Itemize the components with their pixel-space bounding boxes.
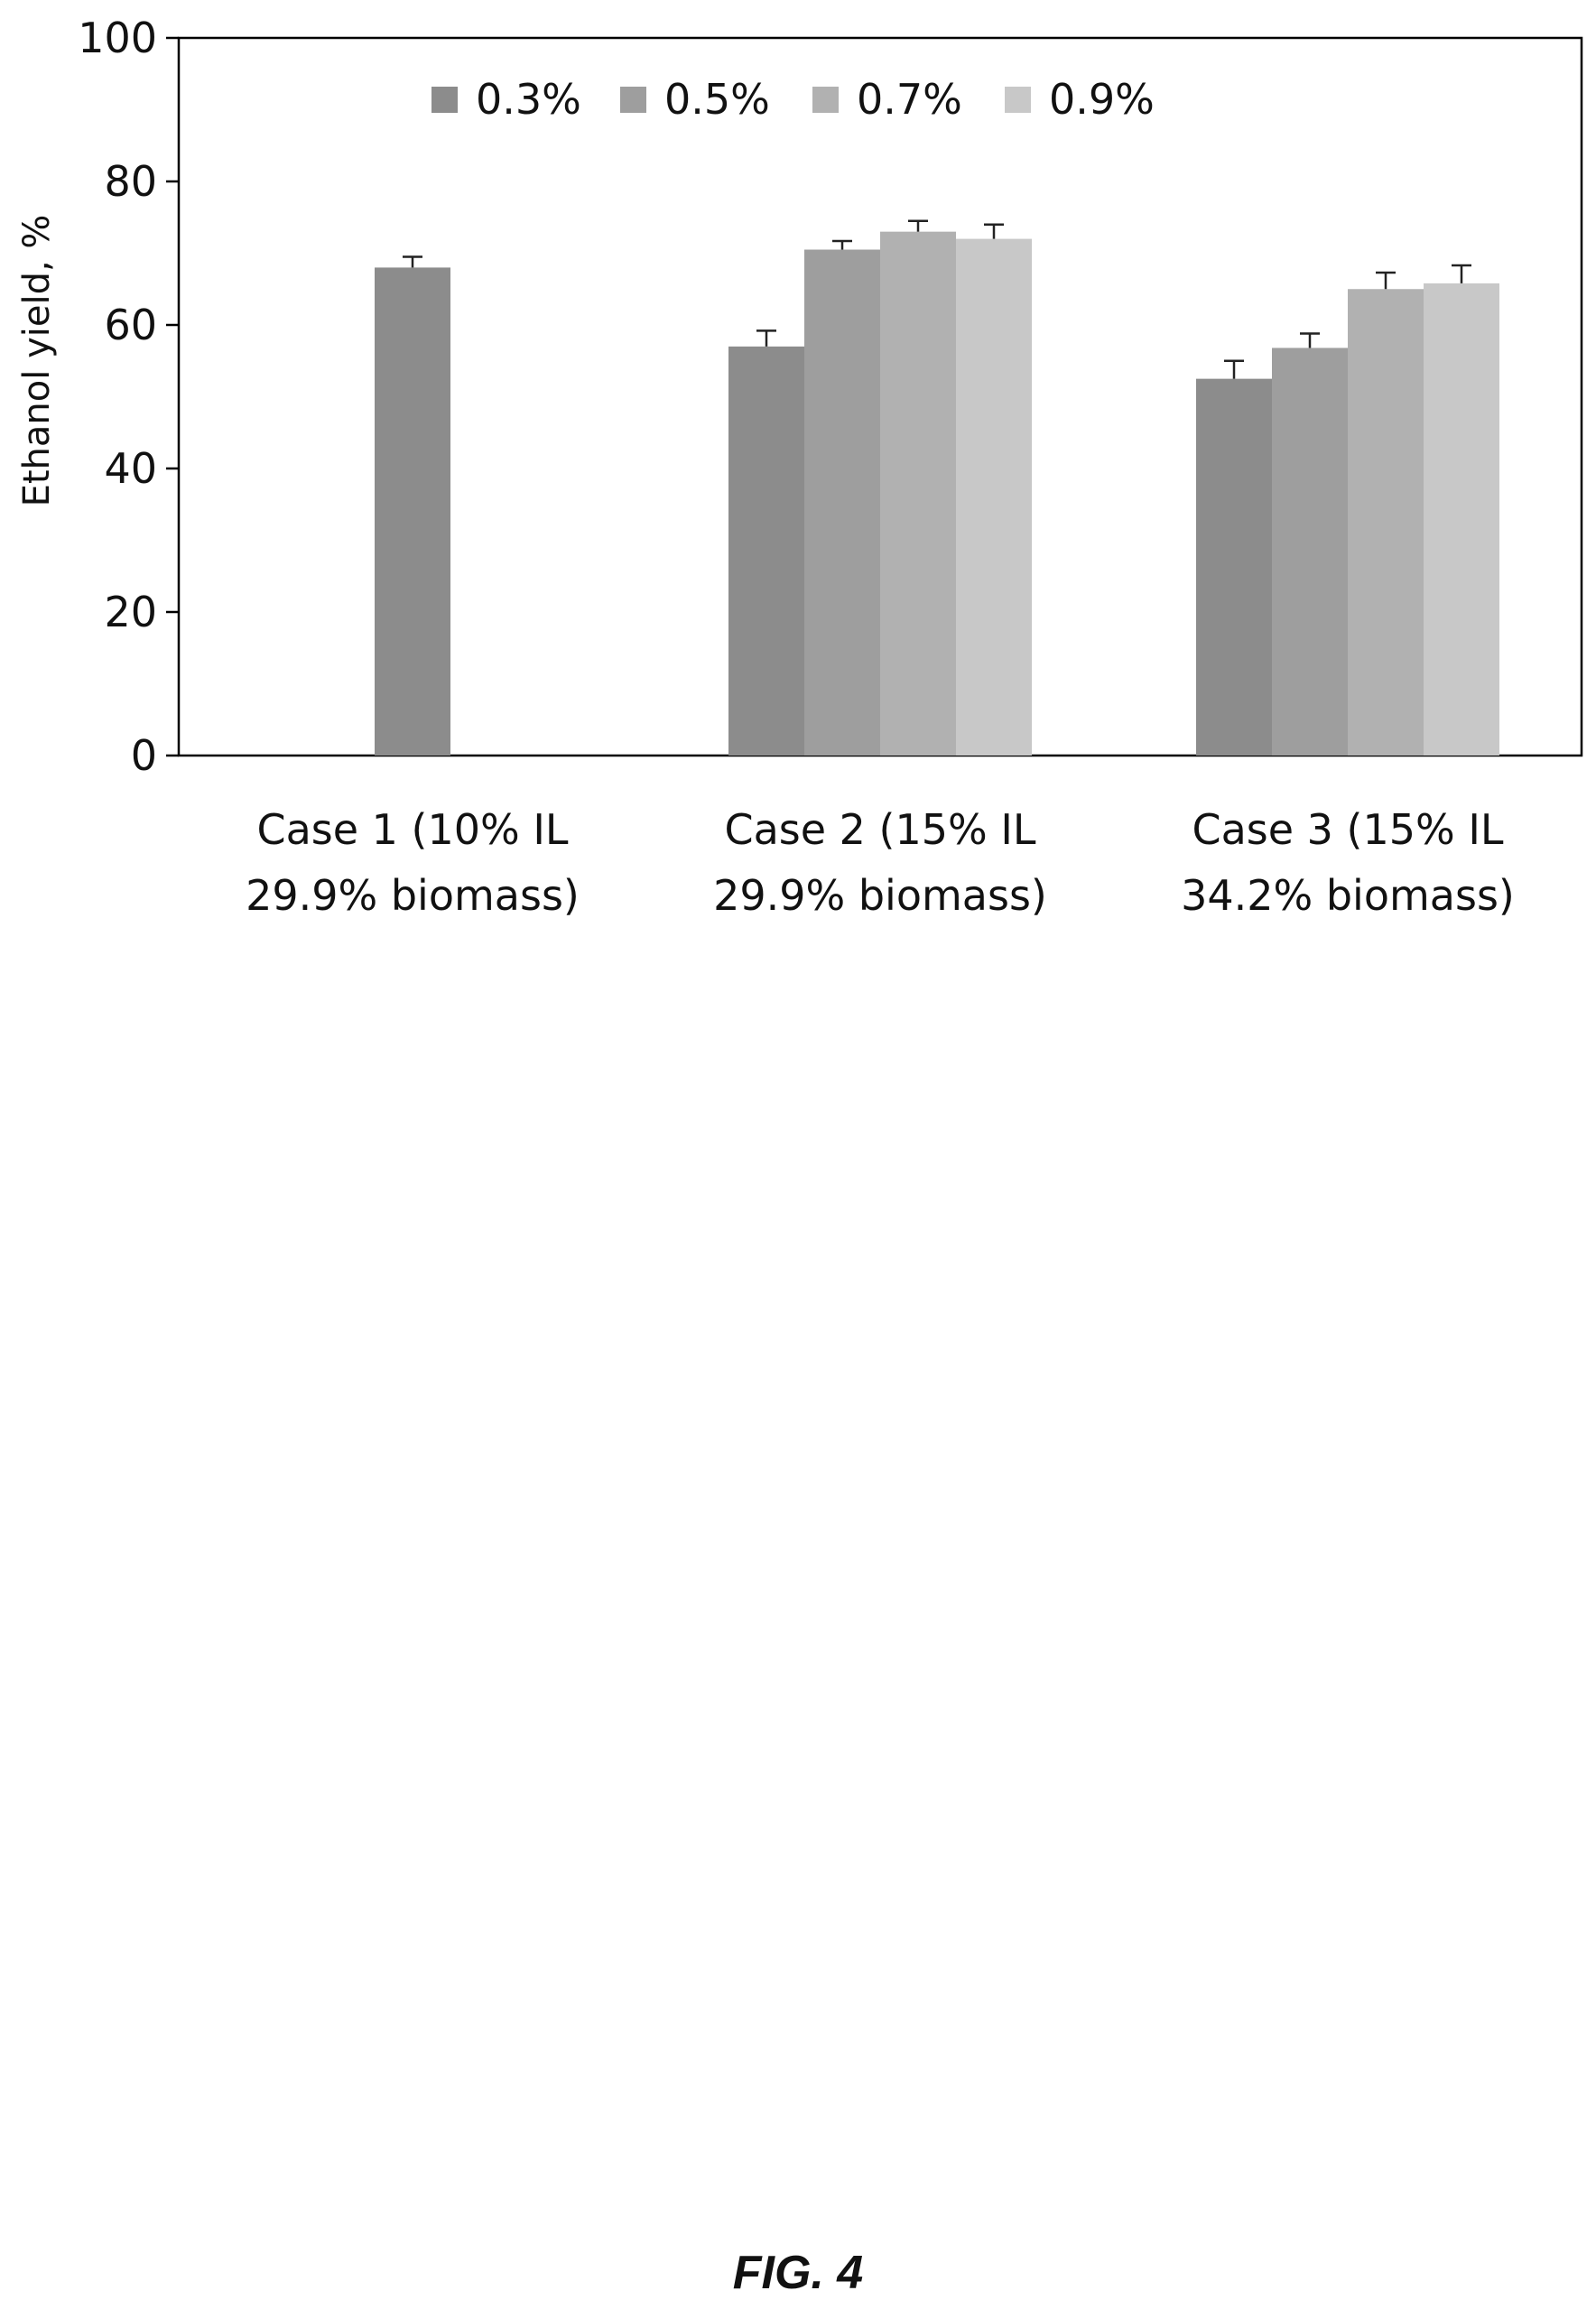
y-tick-label: 80: [104, 157, 157, 206]
x-category-label: 29.9% biomass): [713, 871, 1047, 920]
legend-label-0.7%: 0.7%: [857, 75, 962, 124]
x-category-label: Case 1 (10% IL: [256, 805, 568, 854]
legend-swatch-0.9%: [1005, 87, 1031, 113]
bar-0.3%-case-3: [1196, 378, 1272, 756]
y-tick-label: 0: [131, 731, 157, 780]
y-tick-label: 40: [104, 444, 157, 493]
bar-0.7%-case-3: [1348, 289, 1424, 756]
bar-0.5%-case-2: [804, 249, 880, 756]
bar-0.3%-case-1: [375, 267, 450, 756]
x-category-label: Case 3 (15% IL: [1192, 805, 1503, 854]
y-tick-label: 60: [104, 301, 157, 349]
legend-label-0.9%: 0.9%: [1049, 75, 1155, 124]
legend-swatch-0.5%: [620, 87, 646, 113]
bar-0.5%-case-3: [1272, 348, 1348, 756]
bar-0.7%-case-2: [880, 231, 956, 756]
y-tick-label: 100: [78, 14, 157, 62]
bar-0.9%-case-2: [956, 238, 1032, 756]
chart: 0 20 40 60 80 100 Ethanol yield, % Case 1 (10% …: [16, 14, 1583, 920]
y-tick-label: 20: [104, 588, 157, 636]
legend-swatch-0.7%: [812, 87, 839, 113]
bar-0.9%-case-3: [1424, 283, 1499, 756]
x-category-label: 29.9% biomass): [246, 871, 580, 920]
x-category-label: Case 2 (15% IL: [724, 805, 1035, 854]
x-category-label: 34.2% biomass): [1181, 871, 1515, 920]
bar-0.3%-case-2: [728, 346, 804, 756]
y-axis-title: Ethanol yield, %: [16, 215, 58, 507]
plot-area: 0 20 40 60 80 100 Ethanol yield, % Case 1 (10% …: [16, 14, 1583, 920]
figure-caption: FIG. 4: [732, 2247, 864, 2299]
legend-label-0.5%: 0.5%: [664, 75, 770, 124]
legend-swatch-0.3%: [431, 87, 458, 113]
legend-label-0.3%: 0.3%: [476, 75, 581, 124]
